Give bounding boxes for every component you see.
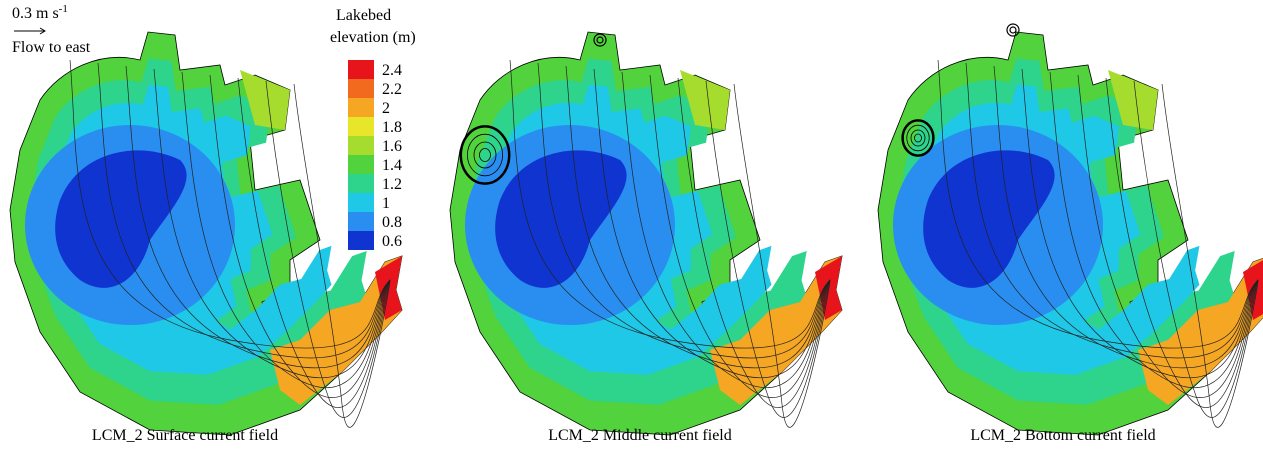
streamline [1161,83,1259,428]
colorbar-tick-label: 1.4 [382,157,402,174]
colorbar-swatch [348,155,374,174]
vortex [466,133,504,177]
colorbar-swatch [348,136,374,155]
colorbar-tick-label: 0.8 [382,214,402,231]
streamline [153,68,391,379]
shore-warm [710,256,842,405]
shore-yellow [1108,70,1158,130]
flow-label: Flow to east [12,39,91,56]
streamline [97,62,391,359]
speed-arrow-head [39,27,46,35]
colorbar-swatch [348,212,374,231]
lake-deep [55,150,187,288]
colorbar-swatch [348,79,374,98]
panel-caption: LCM_2 Surface current field [92,427,278,444]
colorbar-swatch [348,193,374,212]
colorbar-tick-label: 0.6 [382,233,402,250]
shore-yellow [240,70,290,130]
vortex [459,125,511,185]
colorbar: Lakebed elevation (m) 2.4 2.2 2 1.8 1.6 1.4 1.… [330,7,416,250]
streamline [1049,71,1259,389]
streamline [181,71,391,389]
colorbar-tick-label: 2 [382,100,390,117]
streamline [565,65,831,369]
colorbar-swatch [348,174,374,193]
streamline [677,77,831,408]
streamline [237,77,391,408]
streamline [537,62,831,359]
panel-caption: LCM_2 Middle current field [548,427,732,444]
colorbar-tick-label: 2.4 [382,62,402,79]
colorbar-tick-label: 1 [382,195,390,212]
colorbar-swatch [348,60,374,79]
vortex [914,133,922,143]
streamline [265,80,391,418]
speed-exponent: -1 [59,3,68,15]
colorbar-swatch [348,98,374,117]
colorbar-tick-label: 2.2 [382,81,402,98]
map-panel [877,23,1263,436]
vortex-top [1009,26,1017,34]
colorbar-title: elevation (m) [330,29,416,46]
map-panel [449,31,843,436]
streamline [733,83,831,428]
map-panel [9,31,403,436]
vortex [906,124,930,152]
vortex [473,141,497,169]
colorbar-swatch [348,117,374,136]
streamline [1133,80,1259,418]
colorbar-tick-label: 1.8 [382,119,402,136]
colorbar-tick-label: 1.2 [382,176,402,193]
streamline [993,65,1259,369]
streamline [1077,74,1259,399]
streamline [1105,77,1259,408]
speed-text: 0.3 m s [12,5,59,22]
panel-caption: LCM_2 Bottom current field [970,427,1155,444]
vortex-top [1006,23,1020,37]
scale-legend: 0.3 m s-1 Flow to east [12,3,91,56]
streamline [293,83,391,428]
colorbar-swatch [348,231,374,250]
streamline [1021,68,1259,379]
lake-deep [495,150,627,288]
shore-warm [270,256,402,405]
streamline [649,74,831,399]
vortex-top [593,33,607,47]
colorbar-title: Lakebed [336,7,391,24]
streamline [705,80,831,418]
streamline [965,62,1259,359]
shore-yellow [680,70,730,130]
vortex [901,119,935,157]
vortex [479,148,491,162]
speed-label: 0.3 m s-1 [12,3,68,22]
streamline [209,74,391,399]
colorbar-tick-label: 1.6 [382,138,402,155]
vortex [910,129,926,147]
vortex-top [596,36,604,44]
streamline [593,68,831,379]
streamline [125,65,391,369]
lake-deep [923,150,1055,288]
streamline [621,71,831,389]
